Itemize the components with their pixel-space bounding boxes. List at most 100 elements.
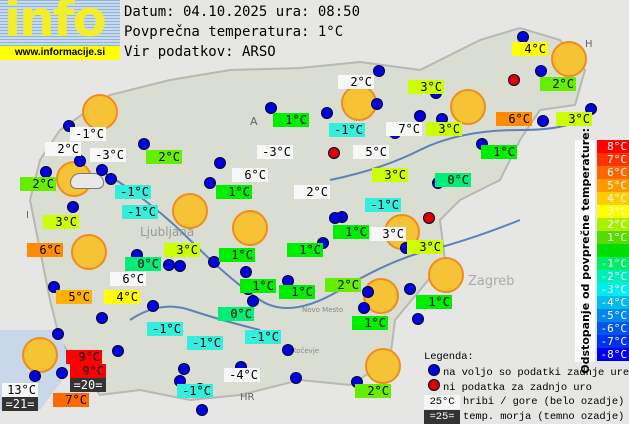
label-croatia: HR — [240, 392, 255, 403]
station-temperature-label: 4°C — [104, 290, 140, 304]
station-dot-available[interactable] — [174, 260, 186, 272]
station-dot-available[interactable] — [56, 367, 68, 379]
scale-title-text: Odstopanje od povprečne temperature: — [578, 128, 592, 374]
sun-icon — [232, 210, 268, 246]
station-dot-available[interactable] — [96, 164, 108, 176]
station-dot-missing[interactable] — [508, 74, 520, 86]
legend-title: Legenda: — [424, 351, 474, 363]
station-temperature-label: 13°C — [2, 383, 38, 397]
label-kocevje: Kočevje — [292, 347, 319, 355]
label-ljubljana: Ljubljana — [140, 225, 194, 239]
station-temperature-label: 3°C — [43, 215, 79, 229]
station-dot-available[interactable] — [358, 302, 370, 314]
station-dot-available[interactable] — [214, 157, 226, 169]
sun-icon — [450, 89, 486, 125]
station-dot-available[interactable] — [414, 110, 426, 122]
country-shape — [28, 26, 587, 402]
station-dot-available[interactable] — [535, 65, 547, 77]
color-scale: 8°C 7°C 6°C 5°C 4°C 3°C 2°C 1°C -1°C -2°C -3°C -4°C… — [597, 140, 629, 361]
sun-icon — [172, 193, 208, 229]
station-temperature-label: 3°C — [556, 112, 592, 126]
station-dot-available[interactable] — [265, 102, 277, 114]
scale-title: Odstopanje od povprečne temperature: — [575, 128, 595, 374]
station-temperature-label: 1°C — [416, 295, 452, 309]
sun-icon — [71, 234, 107, 270]
station-temperature-label: 1°C — [352, 316, 388, 330]
station-temperature-label: -3°C — [257, 145, 293, 159]
blue-dot-icon — [428, 364, 440, 376]
station-dot-available[interactable] — [204, 177, 216, 189]
station-temperature-label: 3°C — [407, 240, 443, 254]
station-temperature-label: 2°C — [338, 75, 374, 89]
label-italy: I — [26, 210, 29, 221]
scale-step: 4°C — [597, 192, 629, 205]
station-dot-available[interactable] — [371, 98, 383, 110]
scale-step: 7°C — [597, 153, 629, 166]
legend: Legenda: na voljo so podatki zadnje ure … — [424, 350, 629, 424]
station-temperature-label: 7°C — [53, 393, 89, 407]
station-temperature-label: 2°C — [20, 177, 56, 191]
station-dot-available[interactable] — [240, 266, 252, 278]
label-hungary: H — [585, 39, 593, 50]
scale-step: -7°C — [597, 335, 629, 348]
red-dot-icon — [428, 379, 440, 391]
station-dot-available[interactable] — [105, 173, 117, 185]
station-dot-available[interactable] — [373, 65, 385, 77]
legend-sea: temp. morja (temno ozadje) — [463, 411, 625, 423]
station-temperature-label: -1°C — [245, 330, 281, 344]
station-temperature-label: -1°C — [187, 336, 223, 350]
station-temperature-label: 3°C — [426, 122, 462, 136]
sun-icon — [22, 337, 58, 373]
station-dot-available[interactable] — [290, 372, 302, 384]
station-dot-available[interactable] — [29, 370, 41, 382]
average-temperature: Povprečna temperatura: 1°C — [124, 24, 344, 40]
scale-step: 6°C — [597, 166, 629, 179]
legend-red: ni podatka za zadnjo uro — [443, 382, 592, 394]
station-dot-available[interactable] — [96, 312, 108, 324]
station-dot-available[interactable] — [178, 363, 190, 375]
station-dot-available[interactable] — [52, 328, 64, 340]
station-dot-available[interactable] — [208, 256, 220, 268]
station-temperature-label: 5°C — [56, 290, 92, 304]
scale-step: 8°C — [597, 140, 629, 153]
station-dot-available[interactable] — [404, 283, 416, 295]
station-temperature-label: 3°C — [372, 168, 408, 182]
station-dot-missing[interactable] — [328, 147, 340, 159]
station-dot-available[interactable] — [362, 286, 374, 298]
station-dot-available[interactable] — [321, 107, 333, 119]
station-dot-available[interactable] — [138, 138, 150, 150]
station-temperature-label: 2°C — [540, 77, 576, 91]
station-dot-missing[interactable] — [423, 212, 435, 224]
station-dot-available[interactable] — [537, 115, 549, 127]
station-temperature-label: 6°C — [110, 272, 146, 286]
station-temperature-label: -1°C — [70, 127, 106, 141]
station-dot-available[interactable] — [147, 300, 159, 312]
station-temperature-label: -1°C — [177, 384, 213, 398]
station-temperature-label: 0°C — [218, 307, 254, 321]
scale-step: -8°C — [597, 348, 629, 361]
date-line: Datum: 04.10.2025 ura: 08:50 — [124, 4, 361, 20]
station-dot-available[interactable] — [67, 201, 79, 213]
station-dot-available[interactable] — [412, 313, 424, 325]
label-zagreb: Zagreb — [468, 274, 514, 289]
station-dot-available[interactable] — [74, 155, 86, 167]
station-temperature-label: 9°C — [66, 350, 102, 364]
station-dot-available[interactable] — [282, 344, 294, 356]
station-temperature-label: -1°C — [329, 123, 365, 137]
station-temperature-label: -4°C — [224, 368, 260, 382]
station-dot-available[interactable] — [329, 212, 341, 224]
station-dot-available[interactable] — [112, 345, 124, 357]
river — [129, 305, 261, 331]
logo-url[interactable]: www.informacije.si — [0, 46, 120, 60]
scale-step: 3°C — [597, 205, 629, 218]
label-novo-mesto: Novo Mesto — [302, 306, 343, 314]
station-temperature-label: 2°C — [146, 150, 182, 164]
station-dot-available[interactable] — [247, 295, 259, 307]
scale-step: -4°C — [597, 296, 629, 309]
station-temperature-label: 1°C — [273, 113, 309, 127]
station-temperature-label: 1°C — [481, 145, 517, 159]
station-temperature-label: 3°C — [164, 243, 200, 257]
station-temperature-label: 0°C — [435, 173, 471, 187]
sea-temperature-label: =21= — [2, 397, 38, 411]
station-dot-available[interactable] — [196, 404, 208, 416]
